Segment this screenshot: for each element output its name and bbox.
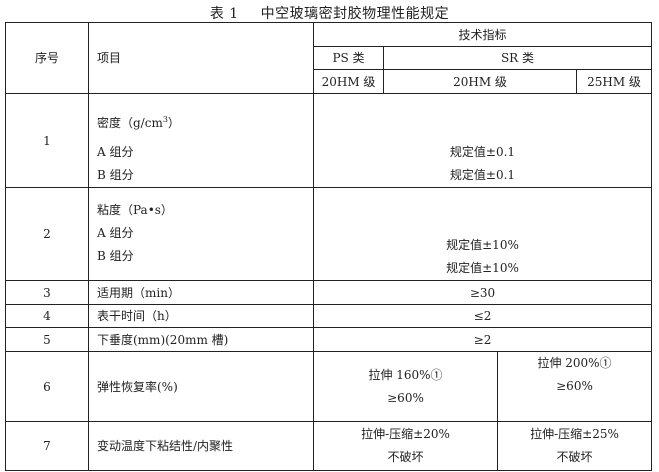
value-a: 规定值±0.1 bbox=[449, 145, 516, 159]
sub-item-b: B 组分 bbox=[97, 249, 134, 263]
row-seq: 7 bbox=[5, 421, 89, 471]
header-sr-class: SR 类 bbox=[383, 46, 652, 70]
header-ps-grade: 20HM 级 bbox=[313, 69, 384, 94]
row-seq: 3 bbox=[5, 280, 89, 305]
header-seq: 序号 bbox=[5, 22, 89, 94]
row-value-right: 拉伸 200%① ≥60% bbox=[497, 351, 652, 422]
table-title: 中空玻璃密封胶物理性能规定 bbox=[260, 6, 450, 22]
value-condition: 拉伸 200%① bbox=[537, 356, 612, 370]
row-seq: 6 bbox=[5, 351, 89, 422]
row-item: 表干时间（h） bbox=[88, 304, 314, 328]
value-requirement: ≥60% bbox=[556, 379, 593, 393]
row-value-left: 拉伸 160%① ≥60% bbox=[313, 351, 498, 422]
value-a: 规定值±10% bbox=[446, 238, 519, 252]
sub-item-a: A 组分 bbox=[97, 145, 134, 159]
table-row: 5 下垂度(mm)(20mm 槽) ≥2 bbox=[5, 327, 652, 352]
row-value-right: 拉伸-压缩±25% 不破坏 bbox=[497, 421, 652, 471]
item-label: 密度（g/cm bbox=[97, 116, 163, 130]
properties-table: 序号 项目 技术指标 PS 类 SR 类 20HM 级 20HM 级 25HM … bbox=[5, 22, 652, 471]
table-caption: 表 1 中空玻璃密封胶物理性能规定 bbox=[0, 3, 659, 23]
header-sr-grade-20: 20HM 级 bbox=[383, 69, 577, 94]
value-condition: 拉伸 160%① bbox=[368, 367, 443, 382]
row-value: 规定值±10% 规定值±10% bbox=[313, 187, 652, 281]
row-item: 粘度（Pa•s） A 组分 B 组分 bbox=[88, 187, 314, 281]
item-label-close: ） bbox=[167, 116, 180, 130]
table-row: 6 弹性恢复率(%) 拉伸 160%① ≥60% 拉伸 200%① ≥60% bbox=[5, 351, 652, 422]
item-superscript: 3 bbox=[162, 115, 168, 124]
table-row: 2 粘度（Pa•s） A 组分 B 组分 规定值±10% 规定值±10% bbox=[5, 187, 652, 281]
row-item: 密度（g/cm3） A 组分 B 组分 bbox=[88, 93, 314, 188]
row-item: 适用期（min） bbox=[88, 280, 314, 305]
value-b: 规定值±10% bbox=[446, 261, 519, 275]
header-tech-index: 技术指标 bbox=[313, 22, 652, 47]
row-item: 弹性恢复率(%) bbox=[88, 351, 314, 422]
row-value: ≥30 bbox=[313, 280, 652, 305]
value-requirement: 不破坏 bbox=[556, 450, 593, 464]
table-row: 7 变动温度下粘结性/内聚性 拉伸-压缩±20% 不破坏 拉伸-压缩±25% 不… bbox=[5, 421, 652, 471]
row-item: 下垂度(mm)(20mm 槽) bbox=[88, 327, 314, 352]
header-sr-grade-25: 25HM 级 bbox=[576, 69, 652, 94]
row-value-left: 拉伸-压缩±20% 不破坏 bbox=[313, 421, 498, 471]
table-row: 4 表干时间（h） ≤2 bbox=[5, 304, 652, 328]
row-seq: 4 bbox=[5, 304, 89, 328]
sub-item-b: B 组分 bbox=[97, 168, 134, 182]
row-value: 规定值±0.1 规定值±0.1 bbox=[313, 93, 652, 188]
value-requirement: ≥60% bbox=[387, 390, 424, 405]
row-seq: 5 bbox=[5, 327, 89, 352]
table-row: 1 密度（g/cm3） A 组分 B 组分 规定值±0.1 规定值±0.1 bbox=[5, 93, 652, 188]
value-condition: 拉伸-压缩±20% bbox=[361, 427, 450, 441]
row-seq: 1 bbox=[5, 93, 89, 188]
value-b: 规定值±0.1 bbox=[449, 168, 516, 182]
item-label: 粘度（Pa•s） bbox=[97, 203, 173, 217]
row-value: ≤2 bbox=[313, 304, 652, 328]
row-item: 变动温度下粘结性/内聚性 bbox=[88, 421, 314, 471]
value-requirement: 不破坏 bbox=[387, 450, 424, 464]
header-ps-class: PS 类 bbox=[313, 46, 384, 70]
header-item: 项目 bbox=[88, 22, 314, 94]
table-number: 表 1 bbox=[209, 6, 239, 22]
row-value: ≥2 bbox=[313, 327, 652, 352]
row-seq: 2 bbox=[5, 187, 89, 281]
table-row: 3 适用期（min） ≥30 bbox=[5, 280, 652, 305]
value-condition: 拉伸-压缩±25% bbox=[530, 427, 619, 441]
sub-item-a: A 组分 bbox=[97, 226, 134, 240]
